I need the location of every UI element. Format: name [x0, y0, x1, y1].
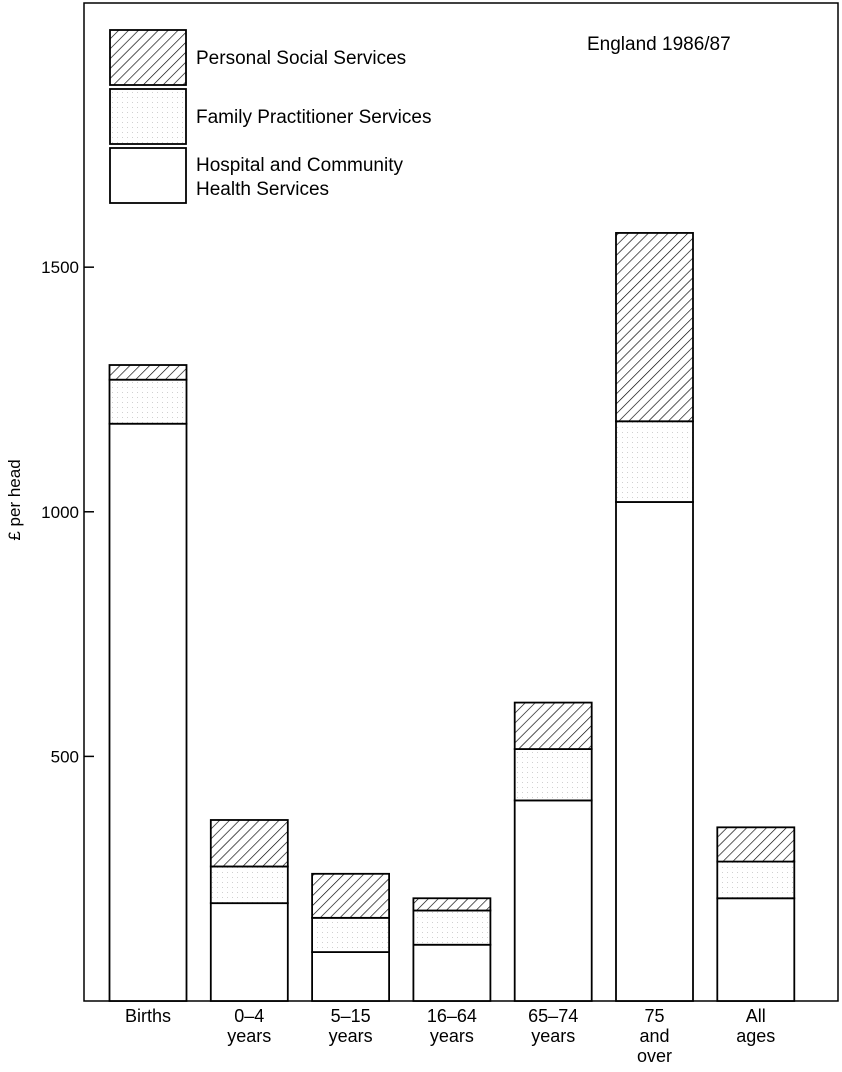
bar-segment-3-cat-7 — [716, 826, 796, 863]
bar-segment-3-cat-1 — [108, 364, 188, 381]
x-category-label-7: All ages — [736, 1006, 775, 1046]
x-category-label-5: 65–74 years — [528, 1006, 578, 1046]
bar-segment-3-cat-5 — [513, 701, 593, 750]
x-category-label-2: 0–4 years — [227, 1006, 271, 1046]
bar-segment-3-cat-4 — [412, 897, 492, 912]
annotation-text: England 1986/87 — [587, 34, 731, 55]
bar-segment-2-cat-1 — [108, 378, 188, 425]
legend-swatch-2 — [109, 88, 187, 145]
legend-label-1: Personal Social Services — [196, 48, 406, 69]
legend-label-2: Family Practitioner Services — [196, 107, 431, 128]
y-tick-label-1500: 1500 — [41, 258, 79, 277]
bar-segment-1-cat-6 — [615, 501, 694, 1002]
bar-segment-1-cat-7 — [716, 897, 796, 1002]
bars-group — [108, 232, 796, 1002]
x-category-label-3: 5–15 years — [329, 1006, 373, 1046]
bar-segment-1-cat-5 — [513, 799, 593, 1002]
bar-segment-1-cat-2 — [209, 902, 289, 1002]
bar-segment-1-cat-4 — [412, 943, 492, 1002]
bar-segment-2-cat-4 — [412, 909, 492, 946]
bar-segment-2-cat-5 — [513, 748, 593, 802]
legend-swatch-1 — [109, 29, 187, 86]
bar-segment-3-cat-2 — [209, 819, 289, 868]
y-tick-label-500: 500 — [51, 747, 79, 766]
bar-segment-2-cat-2 — [209, 865, 289, 905]
bar-segment-3-cat-6 — [615, 232, 694, 423]
bar-segment-1-cat-1 — [108, 422, 188, 1002]
bar-segment-2-cat-6 — [615, 420, 694, 503]
x-category-label-4: 16–64 years — [427, 1006, 477, 1046]
x-axis-labels: Births 0–4 years 5–15 years 16–64 years 65–74 ye… — [125, 1006, 775, 1066]
y-axis: 500 1000 1500 — [41, 258, 94, 766]
legend: Personal Social Services Family Practitio… — [109, 29, 431, 204]
legend-label-3: Hospital and Community Health Services — [196, 155, 403, 200]
y-axis-title: £ per head — [5, 459, 24, 540]
bar-segment-3-cat-3 — [311, 872, 391, 919]
bar-segment-2-cat-3 — [311, 916, 391, 953]
y-tick-label-1000: 1000 — [41, 503, 79, 522]
x-category-label-1: Births — [125, 1006, 171, 1026]
legend-swatch-3 — [109, 147, 187, 204]
bar-segment-2-cat-7 — [716, 860, 796, 900]
bar-segment-1-cat-3 — [311, 951, 391, 1002]
x-category-label-6: 75 and over — [637, 1006, 672, 1066]
